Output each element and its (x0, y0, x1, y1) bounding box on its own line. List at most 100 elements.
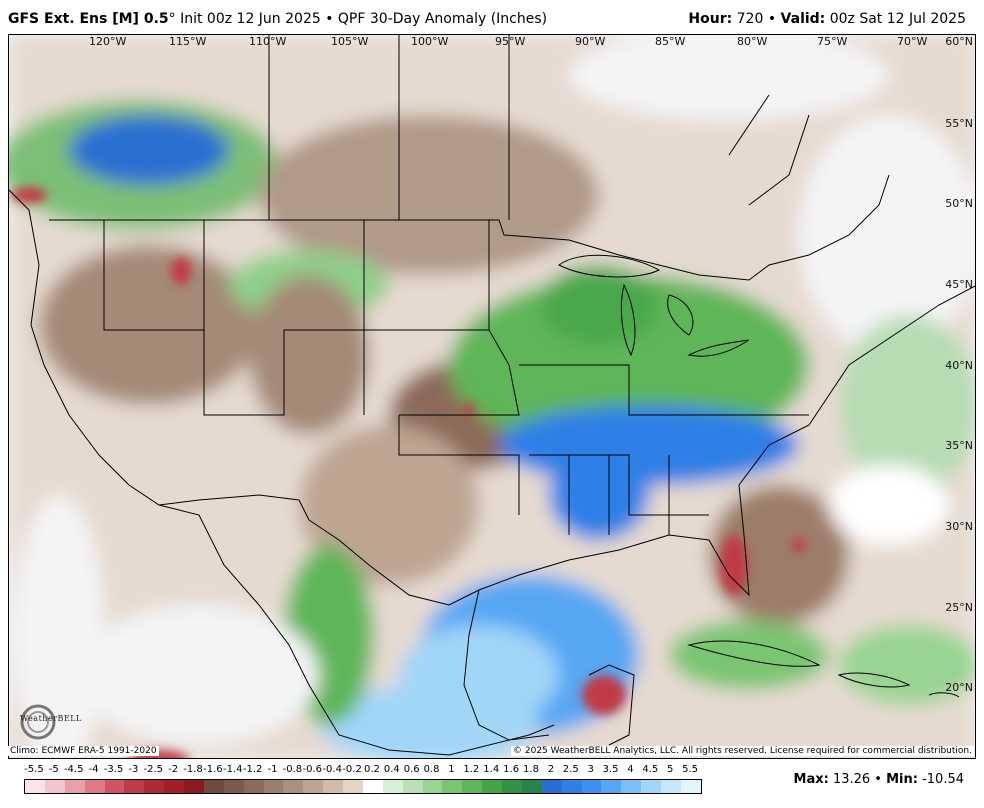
legend-tick-label: 5.5 (682, 764, 698, 775)
lon-label-75w: 75°W (817, 35, 848, 48)
legend-swatch (680, 780, 701, 793)
state-lines-plains (364, 329, 520, 416)
legend-tick-label: -3.5 (103, 764, 124, 775)
legend-tick-label: -5 (48, 764, 59, 775)
lake-michigan (620, 283, 636, 357)
legend-tick-label: -0.8 (282, 764, 303, 775)
cuba (687, 640, 821, 667)
hour-value: 720 • (732, 11, 781, 27)
lon-label-90w: 90°W (575, 35, 606, 48)
lon-label-80w: 80°W (737, 35, 768, 48)
legend-swatch (25, 780, 45, 793)
run-description: Init 00z 12 Jun 2025 • QPF 30-Day Anomal… (175, 11, 548, 27)
legend-tick-label: -2 (168, 764, 179, 775)
legend-tick-label: 0.4 (383, 764, 400, 775)
legend-tick-label: -0.6 (302, 764, 323, 775)
lon-label-70w: 70°W (897, 35, 928, 48)
legend-tick-label: 1.8 (523, 764, 539, 775)
us-mexico-border (158, 494, 310, 521)
legend-tick-label: 0.8 (423, 764, 440, 775)
legend-tick-label: 3.5 (602, 764, 619, 775)
legend-tick-label: 0.2 (363, 764, 380, 775)
hour-label: Hour: (688, 11, 733, 27)
state-lines-ohio (519, 364, 809, 416)
legend-swatch (601, 780, 622, 793)
map-canvas (9, 35, 975, 758)
legend-swatch (362, 780, 383, 793)
lat-label-50n: 50°N (945, 197, 973, 210)
legend-swatch (283, 780, 304, 793)
legend-tick-label: 2 (547, 764, 555, 775)
legend-swatch (144, 780, 165, 793)
legend-swatch (44, 780, 65, 793)
legend-tick-label: 2.5 (562, 764, 579, 775)
lon-label-95w: 95°W (495, 35, 526, 48)
valid-time: Hour: 720 • Valid: 00z Sat 12 Jul 2025 (688, 11, 966, 27)
great-lakes (558, 254, 750, 357)
anomaly-field (9, 35, 975, 758)
legend-swatch (561, 780, 582, 793)
lon-label-115w: 115°W (169, 35, 207, 48)
lat-label-20n: 20°N (945, 681, 973, 694)
legend-swatch (462, 780, 483, 793)
state-lines-south (398, 415, 520, 515)
state-lines-west (103, 220, 205, 331)
legend-tick-label: -4 (88, 764, 99, 775)
legend-tick-label: -1.8 (183, 764, 203, 775)
legend-swatch (323, 780, 343, 793)
legend-swatch (482, 780, 502, 793)
lat-label-40n: 40°N (945, 359, 973, 372)
legend-swatch (402, 780, 423, 793)
legend-swatch (223, 780, 244, 793)
legend-swatch (541, 780, 562, 793)
legend-tick-label: 0.6 (403, 764, 420, 775)
legend-swatch (382, 780, 403, 793)
degree-symbol: ° (168, 11, 176, 27)
map-header: GFS Ext. Ens [M] 0.5° Init 00z 12 Jun 20… (0, 0, 984, 34)
legend-swatch (84, 780, 105, 793)
legend-swatch (343, 780, 363, 793)
lat-label-25n: 25°N (945, 601, 973, 614)
max-min-stats: Max: 13.26 • Min: -10.54 (794, 772, 964, 787)
legend-tick-label: 1.4 (483, 764, 500, 775)
mexico-gulf-coast (463, 589, 550, 741)
legend-tick-label: -5.5 (24, 764, 44, 775)
state-lines-mountain (203, 329, 365, 416)
lon-label-105w: 105°W (331, 35, 369, 48)
valid-value: 00z Sat 12 Jul 2025 (825, 11, 966, 27)
legend-tick-label: -1.2 (242, 764, 263, 775)
anomaly-extremes (11, 187, 806, 758)
legend-swatch (64, 780, 85, 793)
legend-tick-label: -1 (267, 764, 278, 775)
legend-swatch (442, 780, 463, 793)
min-label: Min: (886, 772, 918, 787)
lake-superior (558, 254, 661, 278)
legend-swatch (303, 780, 324, 793)
legend-swatch (581, 780, 602, 793)
model-name: GFS Ext. Ens [M] 0.5 (8, 11, 169, 27)
legend-swatch (124, 780, 145, 793)
lat-label-30n: 30°N (945, 520, 973, 533)
legend-swatch (661, 780, 681, 793)
legend-tick-label: -0.4 (322, 764, 342, 775)
legend-tick-label: -1.6 (203, 764, 223, 775)
lake-erie (687, 339, 750, 357)
state-lines-deep-south (568, 455, 670, 535)
legend-swatch (641, 780, 661, 793)
canada-province-lines (268, 35, 510, 220)
max-value: 13.26 • (828, 772, 887, 787)
legend-tick-label: 1.6 (503, 764, 520, 775)
map-title: GFS Ext. Ens [M] 0.5° Init 00z 12 Jun 20… (8, 11, 547, 27)
legend-tick-label: 4.5 (642, 764, 659, 775)
legend-tick-label: -4.5 (63, 764, 84, 775)
legend-ticks: -5.5 -5 -4.5 -4 -3.5 -3 -2.5 -2 -1.8 -1.6 -1.4 -1.2… (24, 764, 704, 778)
lat-label-55n: 55°N (945, 117, 973, 130)
yucatan-coast (588, 664, 635, 746)
weatherbell-logo-icon (20, 704, 56, 740)
legend-tick-label: 4 (627, 764, 634, 775)
lake-huron (667, 294, 694, 336)
legend-swatch (184, 780, 204, 793)
atlantic-gulf-coastline (308, 285, 975, 606)
color-legend: -5.5 -5 -4.5 -4 -3.5 -3 -2.5 -2 -1.8 -1.6 -1.4 -1.2… (24, 764, 704, 794)
legend-swatch (263, 780, 284, 793)
